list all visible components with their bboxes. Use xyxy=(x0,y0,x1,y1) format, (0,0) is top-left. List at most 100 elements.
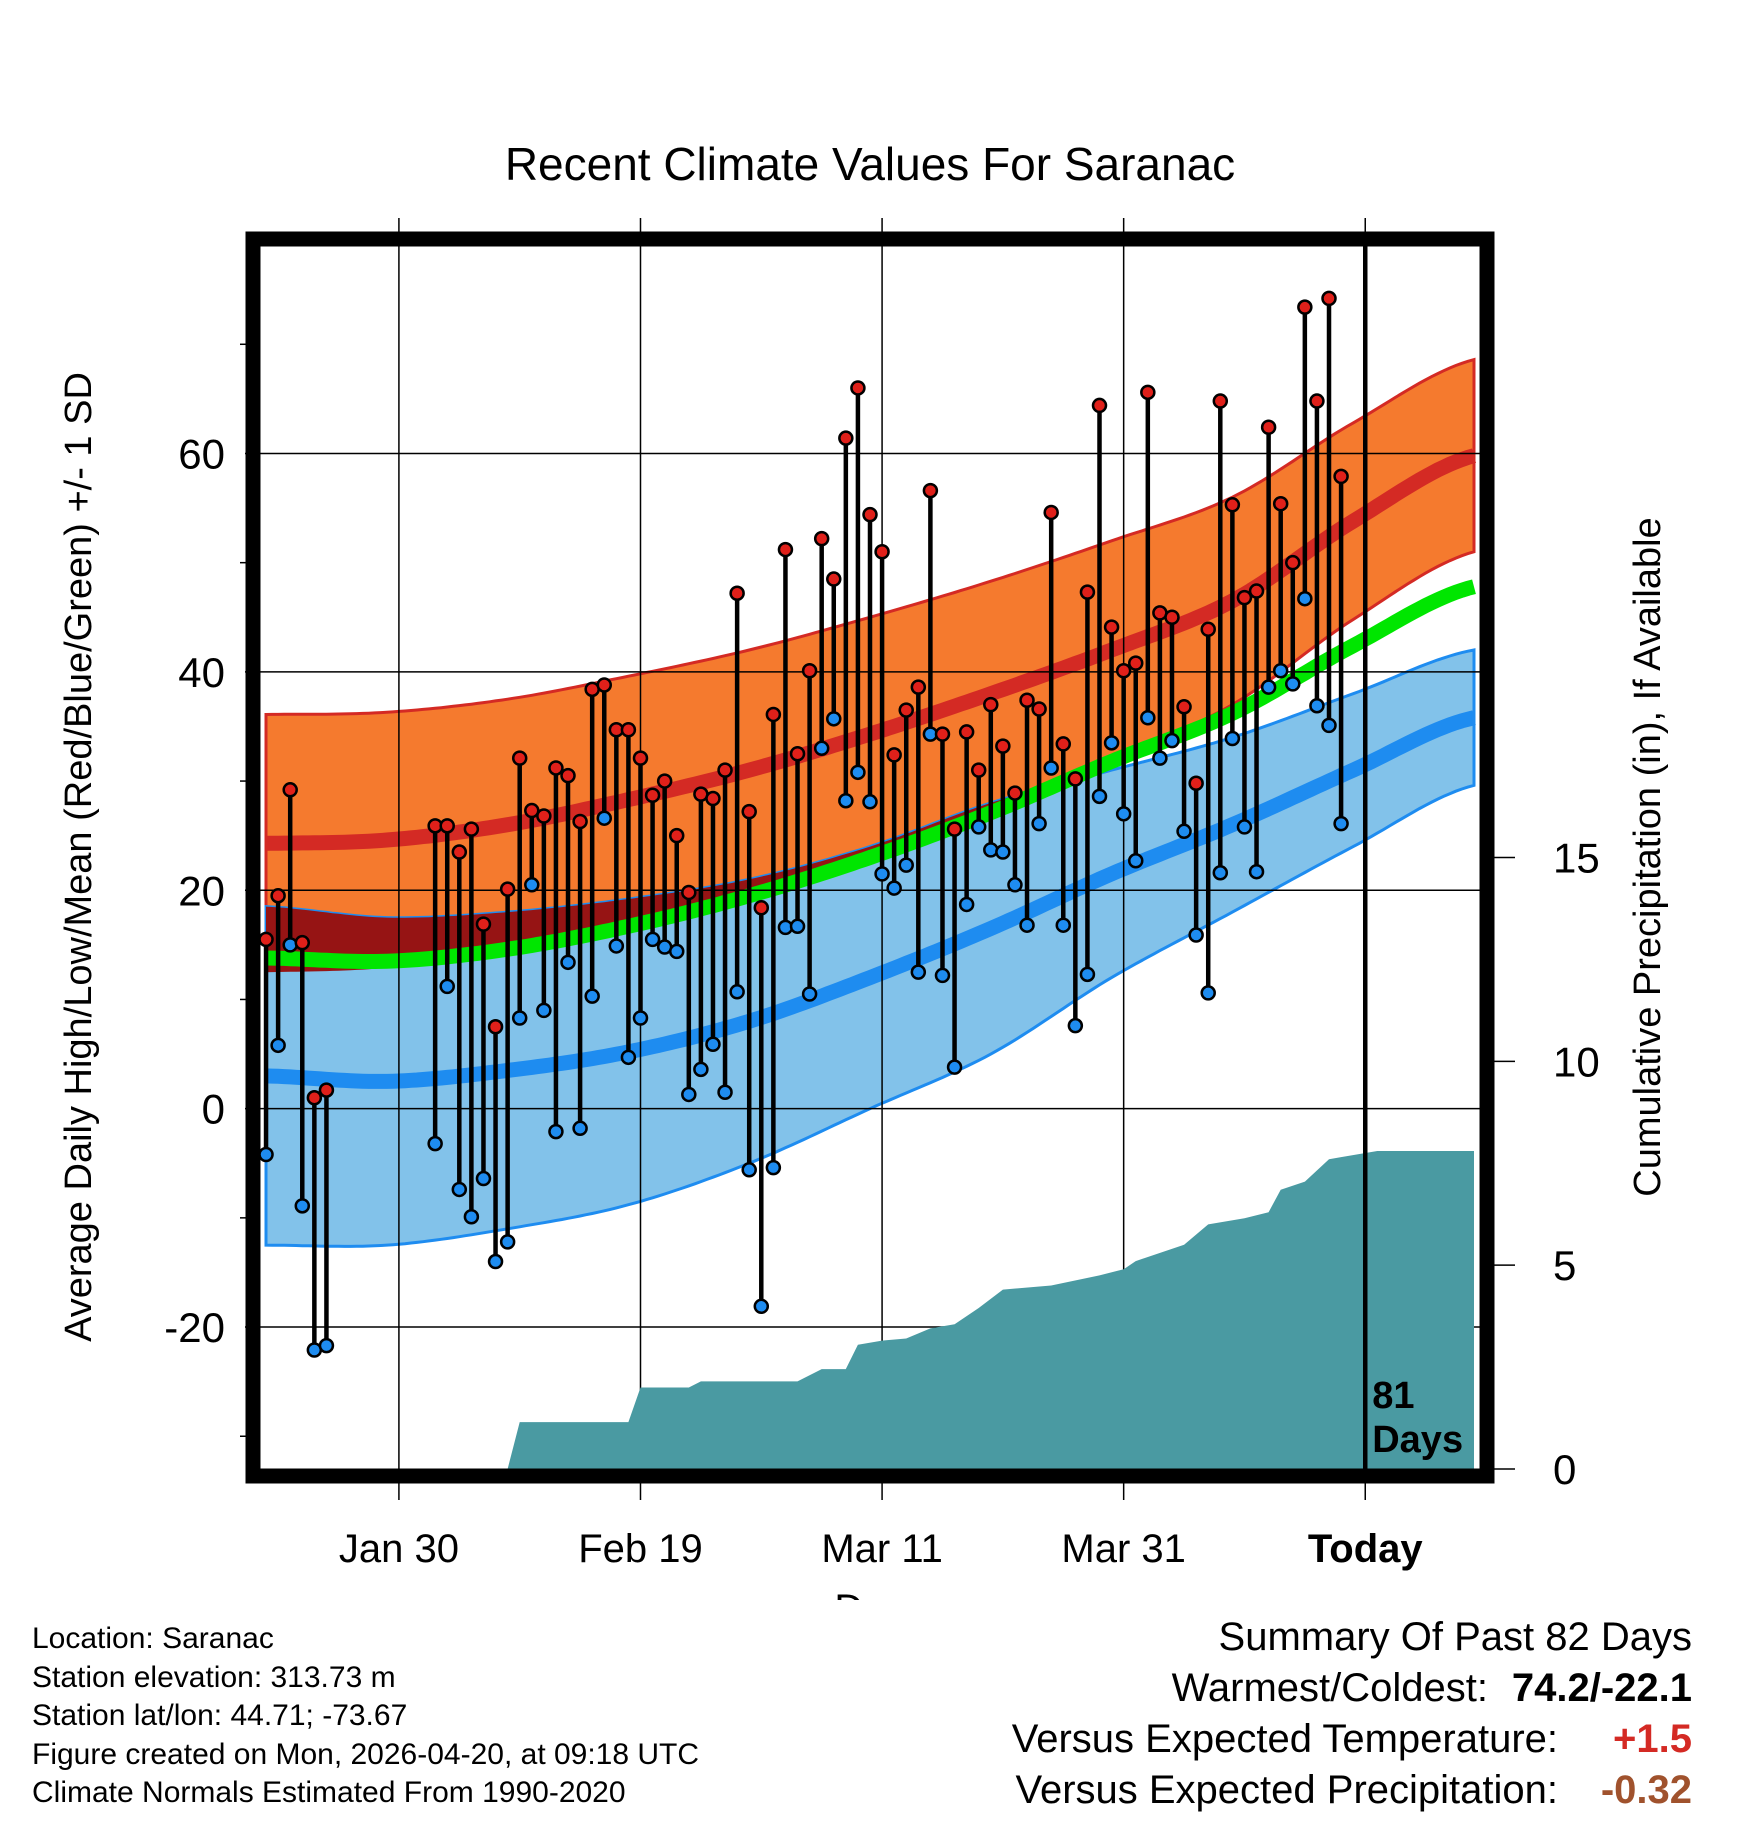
x-tick-label: Mar 11 xyxy=(821,1527,943,1571)
daily-low-point xyxy=(294,1198,311,1214)
daily-low-point xyxy=(439,978,455,995)
daily-low-point xyxy=(1115,806,1132,822)
daily-observations xyxy=(258,290,1349,1358)
daily-low-point xyxy=(632,1010,649,1026)
daily-high-point xyxy=(282,782,298,798)
extremes-value: 74.2/-22.1 xyxy=(1511,1666,1692,1710)
daily-high-point xyxy=(729,585,745,601)
daily-low-point xyxy=(584,988,600,1004)
temp-label: Versus Expected Temperature: xyxy=(1011,1717,1558,1761)
daily-low-point xyxy=(983,842,999,858)
daily-high-point xyxy=(258,931,274,948)
daily-low-point xyxy=(693,1061,709,1078)
plot-frame xyxy=(245,231,1495,1484)
daily-low-point xyxy=(548,1123,564,1140)
daily-high-point xyxy=(753,899,770,916)
daily-low-point xyxy=(1224,730,1241,747)
daily-low-point xyxy=(838,792,854,809)
daily-low-point xyxy=(729,984,745,1000)
daily-low-point xyxy=(668,943,685,960)
normals-text: Climate Normals Estimated From 1990-2020 xyxy=(32,1776,626,1809)
created-text: Figure created on Mon, 2026-04-20, at 09… xyxy=(32,1737,700,1771)
daily-low-point xyxy=(970,819,987,835)
daily-high-point xyxy=(1309,393,1325,409)
daily-high-point xyxy=(1115,663,1132,679)
x-tick-label: Today xyxy=(1308,1527,1424,1571)
summary-panel: Summary Of Past 82 Days Warmest/Coldest:… xyxy=(1012,1612,1692,1816)
daily-high-point xyxy=(874,544,890,560)
daily-low-point xyxy=(705,1036,721,1052)
daily-low-point xyxy=(1164,732,1180,749)
daily-high-point xyxy=(294,934,311,951)
daily-high-point xyxy=(524,802,540,819)
daily-high-point xyxy=(487,1019,504,1035)
daily-low-point xyxy=(596,810,613,826)
daily-high-point xyxy=(838,430,854,446)
station-info: Location: Saranac Station elevation: 313… xyxy=(32,1620,699,1813)
daily-high-point xyxy=(705,790,721,807)
summary-temperature: Versus Expected Temperature: +1.5 xyxy=(1012,1714,1692,1765)
daily-low-point xyxy=(1200,985,1216,1001)
daily-low-point xyxy=(1188,927,1204,943)
climate-chart: Recent Climate Values For Saranac 81Days… xyxy=(58,138,1669,1600)
daily-high-point xyxy=(862,506,878,523)
daily-high-point xyxy=(1236,589,1253,606)
daily-low-point xyxy=(826,711,842,727)
daily-low-point xyxy=(910,964,927,980)
daily-high-point xyxy=(765,706,782,723)
daily-low-point xyxy=(1212,865,1229,881)
daily-high-point xyxy=(1127,655,1144,671)
daily-low-point xyxy=(451,1181,468,1198)
daily-low-point xyxy=(1152,750,1168,766)
daily-low-point xyxy=(1007,877,1023,893)
daily-high-point xyxy=(983,696,999,713)
daily-low-point xyxy=(1091,788,1108,805)
daily-high-point xyxy=(1285,554,1301,571)
daily-high-point xyxy=(451,844,468,860)
daily-high-point xyxy=(1188,775,1204,791)
daily-low-point xyxy=(789,918,806,935)
daily-low-point xyxy=(874,866,890,882)
y2-tick-label: 0 xyxy=(1553,1446,1576,1493)
summary-extremes: Warmest/Coldest: 74.2/-22.1 xyxy=(1012,1663,1692,1714)
daily-high-point xyxy=(922,482,939,499)
daily-low-point xyxy=(1297,590,1313,607)
daily-low-point xyxy=(1043,760,1059,776)
daily-high-point xyxy=(1031,701,1047,717)
daily-low-point xyxy=(1067,1017,1084,1034)
daily-high-point xyxy=(826,571,842,587)
daily-low-point xyxy=(560,954,576,971)
overlap-band xyxy=(266,551,1474,973)
y-tick-label: 0 xyxy=(202,1086,225,1133)
summary-precipitation: Versus Expected Precipitation: -0.32 xyxy=(1012,1765,1692,1816)
daily-low-point xyxy=(898,857,914,873)
daily-low-point xyxy=(608,938,625,954)
daily-low-point xyxy=(741,1162,757,1178)
daily-low-point xyxy=(1079,966,1096,983)
daily-high-point xyxy=(668,827,685,844)
daily-low-point xyxy=(1248,863,1265,880)
daily-low-point xyxy=(1272,663,1289,679)
daily-high-point xyxy=(1055,736,1072,752)
chart-title: Recent Climate Values For Saranac xyxy=(505,138,1235,190)
daily-high-point xyxy=(644,787,661,804)
extremes-label: Warmest/Coldest: xyxy=(1171,1666,1488,1710)
daily-high-point xyxy=(1091,397,1108,414)
daily-low-point xyxy=(1236,819,1253,835)
daily-high-point xyxy=(1260,419,1277,436)
daily-low-point xyxy=(511,1010,528,1026)
daily-low-point xyxy=(801,986,818,1002)
daily-high-point xyxy=(1079,584,1096,600)
x-tick-label: Feb 19 xyxy=(578,1527,703,1571)
daily-high-point xyxy=(511,750,528,766)
daily-high-point xyxy=(789,746,806,762)
daily-high-point xyxy=(1224,497,1241,513)
precip-value: -0.32 xyxy=(1600,1768,1692,1812)
daily-high-point xyxy=(1297,299,1313,315)
daily-low-point xyxy=(318,1337,335,1354)
daily-low-point xyxy=(995,844,1011,860)
precip-cumulative-area xyxy=(266,1151,1474,1469)
daily-low-point xyxy=(753,1298,770,1315)
daily-high-point xyxy=(1043,504,1059,521)
